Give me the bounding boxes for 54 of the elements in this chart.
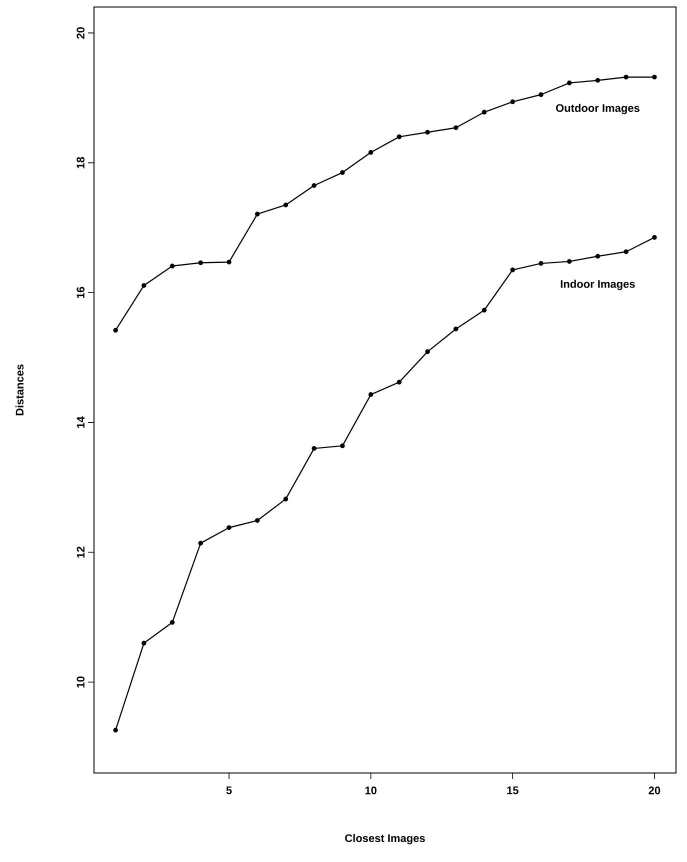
y-tick-label: 12 bbox=[76, 546, 84, 558]
point bbox=[566, 80, 572, 86]
point bbox=[566, 259, 572, 264]
point bbox=[396, 380, 402, 385]
point bbox=[595, 254, 600, 259]
y-tick-label: 18 bbox=[76, 157, 84, 168]
point bbox=[198, 540, 204, 546]
series-label: Indoor Images bbox=[560, 280, 635, 290]
point bbox=[312, 183, 316, 188]
point bbox=[396, 134, 402, 140]
y-tick-label: 16 bbox=[76, 286, 84, 298]
point bbox=[510, 99, 516, 104]
x-tick-label: 15 bbox=[507, 786, 518, 794]
x-tick-label: 5 bbox=[226, 786, 232, 794]
point bbox=[538, 92, 544, 98]
point bbox=[624, 74, 628, 80]
point bbox=[538, 261, 544, 266]
point bbox=[652, 235, 657, 240]
point bbox=[113, 328, 118, 333]
point bbox=[454, 125, 458, 130]
point bbox=[254, 212, 260, 216]
point bbox=[283, 202, 288, 208]
point bbox=[454, 326, 458, 332]
y-tick-label: 10 bbox=[76, 676, 84, 688]
point bbox=[652, 74, 657, 80]
point bbox=[425, 130, 430, 135]
point bbox=[368, 392, 374, 397]
point bbox=[198, 260, 204, 266]
point bbox=[142, 283, 146, 288]
point bbox=[170, 620, 175, 625]
x-tick-label: 10 bbox=[365, 786, 376, 794]
point bbox=[254, 518, 260, 523]
series-label: Outdoor Images bbox=[556, 104, 640, 114]
point bbox=[340, 170, 345, 175]
point bbox=[312, 446, 316, 451]
point bbox=[340, 443, 345, 448]
point bbox=[226, 260, 232, 264]
point bbox=[283, 496, 288, 502]
point bbox=[142, 640, 146, 646]
point bbox=[368, 150, 374, 155]
y-axis-title: Distances bbox=[15, 364, 24, 416]
point bbox=[113, 728, 118, 733]
point bbox=[482, 308, 487, 313]
point bbox=[425, 349, 430, 354]
point bbox=[510, 268, 516, 272]
x-axis-title: Closest Images bbox=[345, 834, 425, 844]
point bbox=[226, 525, 232, 530]
y-tick-label: 14 bbox=[76, 416, 84, 428]
x-tick-label: 20 bbox=[648, 786, 660, 794]
point bbox=[482, 110, 487, 115]
y-tick-label: 20 bbox=[76, 27, 84, 39]
point bbox=[595, 78, 600, 83]
point bbox=[170, 264, 175, 268]
point bbox=[624, 249, 628, 254]
